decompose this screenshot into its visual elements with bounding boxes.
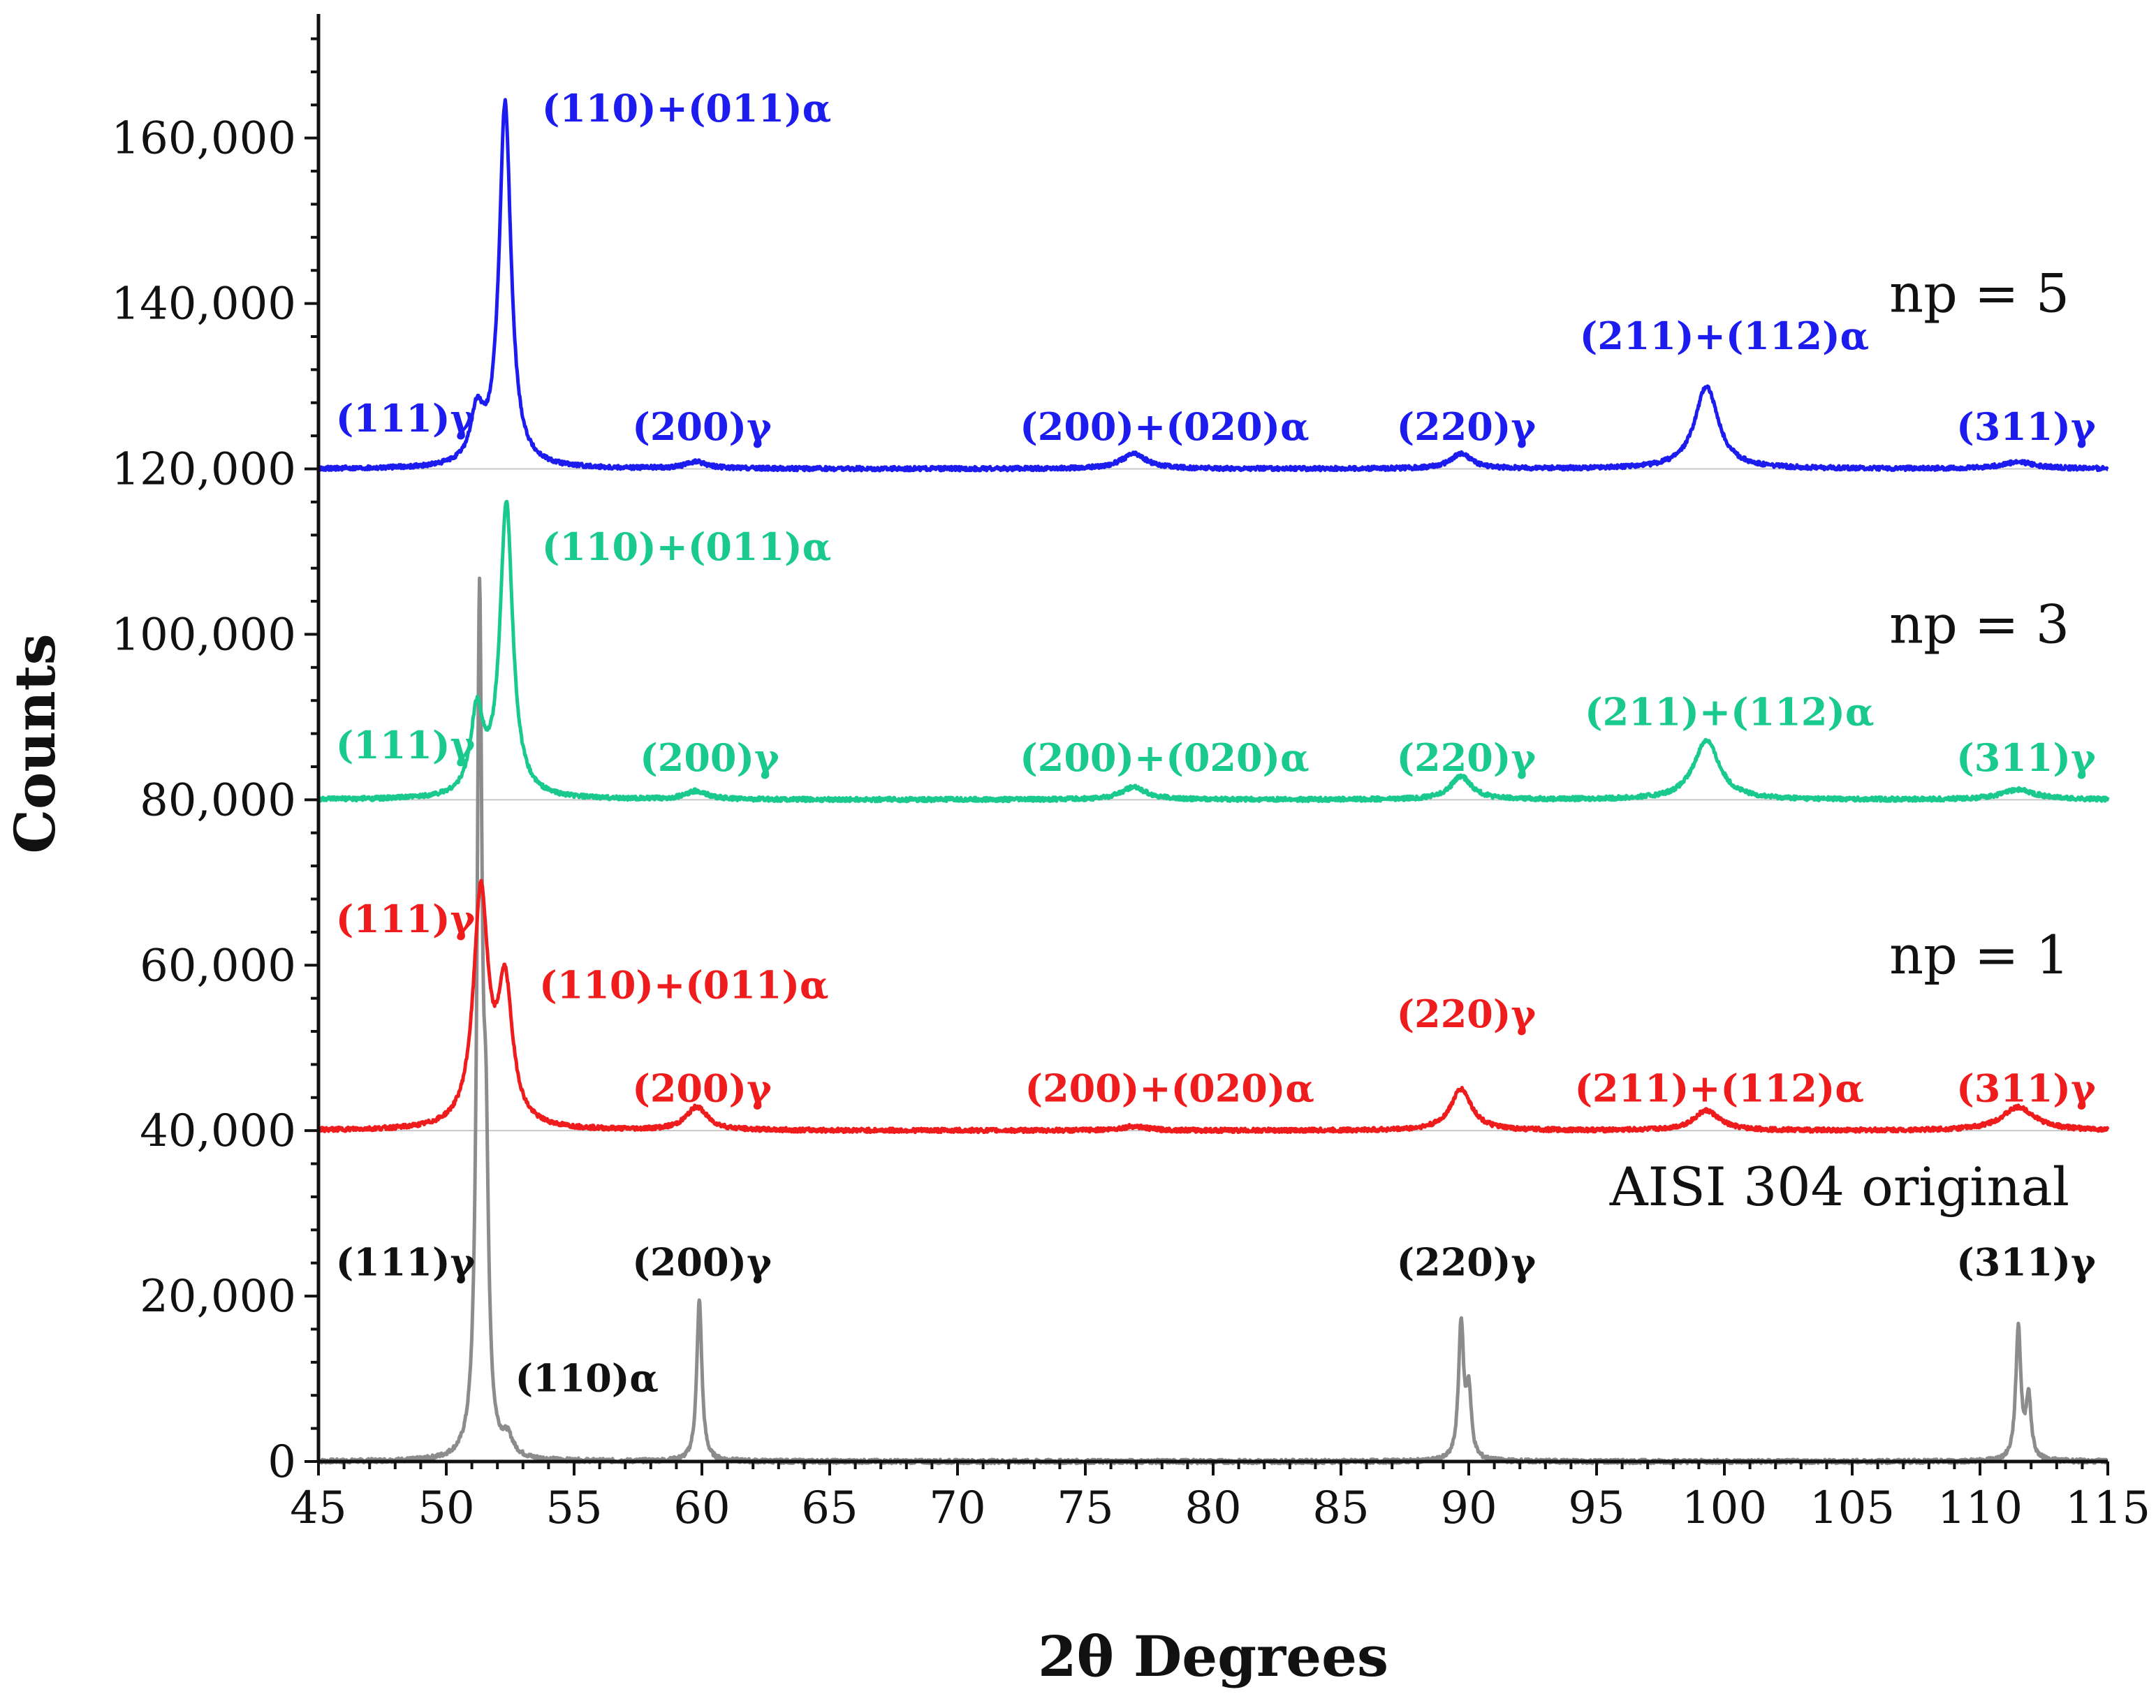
x-tick-label-110: 110 <box>1937 1482 2023 1534</box>
x-axis-title: 2θ Degrees <box>1038 1624 1388 1689</box>
peak-label-np-3-110-011: (110)+(011)α <box>542 524 831 569</box>
series-line-np-5 <box>317 98 2109 473</box>
peak-label-np-3-200-020: (200)+(020)α <box>1020 735 1309 780</box>
series-label-np-3: np = 3 <box>1889 593 2069 655</box>
peak-label-aisi-304-original-220: (220)γ <box>1397 1239 1537 1284</box>
peak-label-aisi-304-original-311: (311)γ <box>1956 1239 2096 1284</box>
series-label-np-5: np = 5 <box>1889 262 2069 324</box>
y-tick-label-160000: 160,000 <box>111 113 296 165</box>
series-line-np-1 <box>316 878 2110 1135</box>
x-tick-label-105: 105 <box>1810 1482 1895 1534</box>
y-tick-label-20000: 20,000 <box>140 1271 296 1323</box>
peak-label-aisi-304-original-111: (111)γ <box>336 1239 476 1284</box>
peak-label-np-5-110-011: (110)+(011)α <box>542 86 831 131</box>
series-line-np-3 <box>316 499 2110 804</box>
peak-label-np-5-211-112: (211)+(112)α <box>1580 314 1869 358</box>
y-tick-label-100000: 100,000 <box>111 609 296 661</box>
peak-label-np-3-220: (220)γ <box>1397 735 1537 780</box>
x-tick-label-65: 65 <box>801 1482 858 1534</box>
y-tick-label-0: 0 <box>267 1436 296 1488</box>
x-tick-label-90: 90 <box>1440 1482 1497 1534</box>
peak-label-aisi-304-original-200: (200)γ <box>632 1239 772 1284</box>
peak-label-np-5-200: (200)γ <box>632 404 772 449</box>
peak-label-np-1-311: (311)γ <box>1956 1066 2096 1111</box>
ticks-layer: 45 50 55 60 65 70 75 80 85 90 95 100 105 110 115 0 20,00… <box>111 37 2150 1534</box>
x-tick-label-60: 60 <box>673 1482 730 1534</box>
peak-labels-layer: (111)γ (110)α (200)γ (220)γ (311)γ (111)γ (110… <box>336 86 2096 1400</box>
peak-label-np-3-311: (311)γ <box>1956 735 2096 780</box>
y-tick-label-60000: 60,000 <box>140 940 296 992</box>
peak-label-np-1-211-112: (211)+(112)α <box>1574 1066 1863 1111</box>
y-tick-label-120000: 120,000 <box>111 444 296 496</box>
y-tick-label-140000: 140,000 <box>111 279 296 330</box>
peak-label-np-1-220: (220)γ <box>1397 992 1537 1036</box>
x-tick-label-70: 70 <box>929 1482 985 1534</box>
x-tick-label-100: 100 <box>1682 1482 1767 1534</box>
peak-label-np-1-111: (111)γ <box>336 897 476 941</box>
peak-label-np-1-110-011: (110)+(011)α <box>539 963 828 1008</box>
x-tick-label-50: 50 <box>418 1482 474 1534</box>
series-label-np-1: np = 1 <box>1889 924 2069 986</box>
annotation-aisi-304: AISI 304 original <box>1609 1156 2069 1218</box>
peak-label-np-5-220: (220)γ <box>1397 404 1537 449</box>
peak-label-np-3-211-112: (211)+(112)α <box>1585 690 1874 735</box>
x-tick-label-95: 95 <box>1568 1482 1625 1534</box>
series-layer <box>316 98 2110 1466</box>
peak-label-np-5-311: (311)γ <box>1956 404 2096 449</box>
x-tick-label-75: 75 <box>1057 1482 1113 1534</box>
peak-label-aisi-304-original-110: (110)α <box>515 1355 659 1400</box>
x-tick-label-55: 55 <box>545 1482 602 1534</box>
peak-label-np-3-111: (111)γ <box>336 723 476 767</box>
x-tick-label-115: 115 <box>2065 1482 2150 1534</box>
peak-label-np-1-200: (200)γ <box>632 1066 772 1111</box>
peak-label-np-3-200: (200)γ <box>640 735 779 780</box>
y-tick-label-40000: 40,000 <box>140 1105 296 1157</box>
peak-label-np-5-111: (111)γ <box>336 396 476 441</box>
x-tick-label-80: 80 <box>1185 1482 1241 1534</box>
peak-label-np-5-200-020: (200)+(020)α <box>1020 404 1309 449</box>
y-axis-title: Counts <box>2 633 68 853</box>
x-tick-label-85: 85 <box>1312 1482 1369 1534</box>
peak-label-np-1-200-020: (200)+(020)α <box>1025 1066 1314 1111</box>
y-tick-label-80000: 80,000 <box>140 774 296 826</box>
x-tick-label-45: 45 <box>290 1482 346 1534</box>
